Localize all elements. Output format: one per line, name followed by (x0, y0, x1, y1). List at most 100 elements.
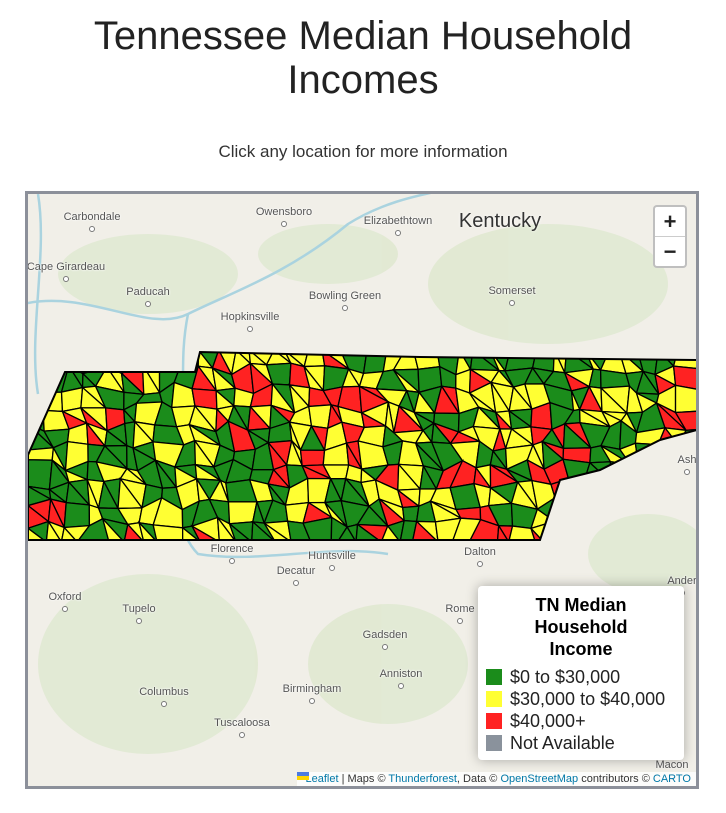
county[interactable] (618, 462, 648, 490)
place-label: Paducah (126, 286, 170, 298)
place-dot (161, 701, 167, 707)
county[interactable] (82, 350, 109, 375)
county[interactable] (190, 524, 222, 542)
county[interactable] (566, 477, 590, 508)
county[interactable] (28, 350, 55, 371)
county[interactable] (507, 525, 537, 542)
attribution-link[interactable]: Leaflet (305, 773, 339, 785)
county[interactable] (411, 520, 440, 542)
county[interactable] (141, 350, 161, 366)
county[interactable] (553, 497, 576, 523)
county[interactable] (674, 384, 696, 414)
county[interactable] (102, 518, 126, 542)
county[interactable] (28, 447, 55, 461)
county[interactable] (542, 516, 569, 542)
county[interactable] (152, 524, 184, 542)
county[interactable] (121, 350, 144, 366)
county[interactable] (412, 350, 441, 371)
county[interactable] (251, 520, 278, 542)
county[interactable] (567, 478, 590, 508)
zoom-control: + − (653, 205, 687, 268)
county[interactable] (582, 480, 611, 507)
place-label: Cape Girardeau (26, 261, 106, 273)
county[interactable] (609, 461, 631, 487)
map[interactable]: Carbondale Owensboro Elizabethtown Cape Gir… (25, 191, 699, 789)
county[interactable] (61, 350, 87, 376)
county[interactable] (28, 409, 45, 433)
county[interactable] (303, 350, 326, 368)
county[interactable] (655, 463, 684, 490)
county[interactable] (137, 520, 159, 542)
county[interactable] (47, 350, 70, 370)
county[interactable] (120, 350, 144, 375)
county[interactable] (586, 504, 612, 522)
county[interactable] (399, 519, 418, 542)
county[interactable] (286, 520, 312, 542)
zoom-in[interactable]: + (663, 209, 677, 234)
county[interactable] (618, 483, 650, 506)
zoom-out[interactable]: − (655, 236, 685, 266)
county[interactable] (152, 350, 180, 369)
county[interactable] (151, 350, 184, 370)
county[interactable] (216, 515, 238, 542)
county[interactable] (618, 484, 650, 507)
county[interactable] (380, 524, 402, 542)
attribution-link[interactable]: CARTO (652, 773, 691, 785)
county[interactable] (228, 521, 254, 542)
county[interactable] (609, 478, 623, 507)
place-label: Anniston (379, 668, 423, 680)
county[interactable] (330, 516, 348, 542)
county[interactable] (60, 526, 79, 542)
county[interactable] (530, 527, 546, 542)
county[interactable] (674, 410, 696, 431)
county[interactable] (579, 506, 612, 522)
county[interactable] (28, 526, 49, 542)
county[interactable] (263, 522, 294, 542)
legend: TN Median Household Income $0 to $30,000… (478, 586, 684, 760)
county[interactable] (336, 525, 358, 542)
county[interactable] (562, 498, 590, 520)
county[interactable] (61, 350, 84, 375)
county[interactable] (451, 517, 482, 542)
county[interactable] (468, 518, 500, 542)
place-label: Somerset (488, 285, 536, 297)
region-label: Kentucky (458, 210, 542, 232)
county[interactable] (645, 486, 666, 508)
county[interactable] (673, 478, 696, 507)
county[interactable] (661, 487, 676, 504)
state-outline (28, 350, 696, 541)
county[interactable] (582, 480, 612, 508)
legend-items: $0 to $30,000 $30,000 to $40,000 $40,000+ N… (486, 666, 676, 754)
attribution-link[interactable]: OpenStreetMap (500, 773, 579, 785)
attribution-link[interactable]: Thunderforest (388, 773, 457, 785)
county[interactable] (28, 368, 55, 394)
county[interactable] (656, 463, 676, 490)
county[interactable] (45, 519, 63, 542)
county[interactable] (672, 365, 696, 391)
attribution-text: | Maps © (338, 773, 389, 785)
county[interactable] (63, 501, 91, 529)
county[interactable] (496, 523, 510, 542)
county[interactable] (562, 517, 586, 542)
county[interactable] (181, 526, 203, 542)
county[interactable] (434, 517, 462, 542)
county[interactable] (637, 463, 664, 490)
place-dot (281, 221, 287, 227)
county[interactable] (83, 350, 111, 369)
attribution-text: contributors © (578, 773, 653, 785)
county[interactable] (355, 523, 384, 542)
county[interactable] (628, 462, 648, 489)
county[interactable] (661, 486, 677, 508)
county[interactable] (75, 517, 110, 542)
county[interactable] (28, 350, 56, 370)
county[interactable] (644, 487, 665, 509)
county[interactable] (108, 350, 125, 376)
county[interactable] (28, 391, 45, 415)
county[interactable] (106, 350, 123, 375)
county[interactable] (123, 523, 146, 542)
county[interactable] (28, 459, 53, 491)
county[interactable] (563, 515, 587, 542)
county[interactable] (608, 479, 623, 502)
county[interactable] (302, 516, 333, 542)
county[interactable] (299, 449, 326, 467)
